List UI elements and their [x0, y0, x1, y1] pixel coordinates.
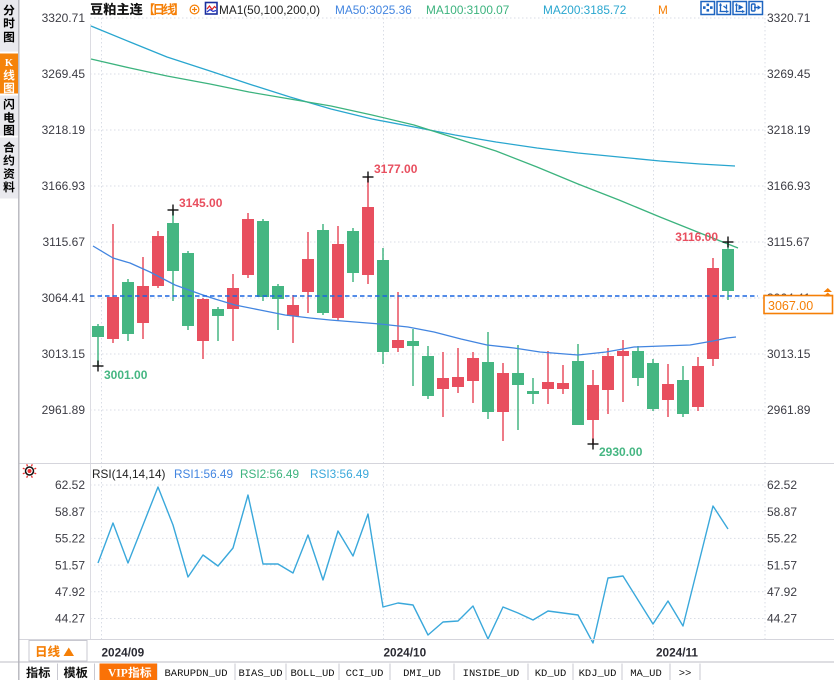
svg-text:MA50:3025.36: MA50:3025.36: [335, 3, 412, 17]
svg-text:51.57: 51.57: [767, 558, 797, 572]
svg-text:2024/11: 2024/11: [656, 646, 698, 660]
svg-text:3064.41: 3064.41: [42, 291, 86, 305]
svg-text:RSI(14,14,14): RSI(14,14,14): [92, 467, 166, 481]
svg-text:58.87: 58.87: [55, 505, 85, 519]
svg-text:3218.19: 3218.19: [42, 123, 86, 137]
svg-text:3116.00: 3116.00: [675, 230, 718, 244]
svg-text:MA1(50,100,200,0): MA1(50,100,200,0): [219, 3, 320, 17]
svg-text:2961.89: 2961.89: [767, 403, 811, 417]
svg-text:3013.15: 3013.15: [42, 347, 86, 361]
svg-text:3269.45: 3269.45: [42, 67, 86, 81]
svg-text:VIP: VIP: [108, 668, 128, 680]
svg-text:55.22: 55.22: [767, 532, 797, 546]
svg-text:55.22: 55.22: [55, 532, 85, 546]
svg-text:3115.67: 3115.67: [43, 235, 86, 249]
svg-text:>>: >>: [679, 668, 692, 680]
svg-text:MA200:3185.72: MA200:3185.72: [543, 3, 626, 17]
svg-text:M: M: [658, 3, 668, 17]
svg-text:62.52: 62.52: [55, 478, 85, 492]
svg-text:51.57: 51.57: [55, 558, 85, 572]
svg-text:INSIDE_UD: INSIDE_UD: [463, 668, 520, 680]
svg-text:3166.93: 3166.93: [767, 179, 811, 193]
svg-text:MA100:3100.07: MA100:3100.07: [426, 3, 509, 17]
svg-text:58.87: 58.87: [767, 505, 797, 519]
svg-text:2930.00: 2930.00: [599, 445, 643, 459]
svg-text:3166.93: 3166.93: [42, 179, 86, 193]
svg-text:KD_UD: KD_UD: [535, 668, 567, 680]
svg-text:62.52: 62.52: [767, 478, 797, 492]
svg-text:CCI_UD: CCI_UD: [346, 668, 384, 680]
svg-text:3013.15: 3013.15: [767, 347, 811, 361]
svg-text:DMI_UD: DMI_UD: [403, 668, 441, 680]
svg-text:BARUPDN_UD: BARUPDN_UD: [164, 668, 227, 680]
svg-text:RSI3:56.49: RSI3:56.49: [310, 467, 369, 481]
svg-text:3218.19: 3218.19: [767, 123, 811, 137]
svg-text:KDJ_UD: KDJ_UD: [579, 668, 617, 680]
svg-text:3115.67: 3115.67: [767, 235, 810, 249]
svg-text:K: K: [5, 58, 14, 69]
svg-text:3145.00: 3145.00: [179, 196, 223, 210]
svg-text:47.92: 47.92: [767, 585, 797, 599]
svg-text:3001.00: 3001.00: [104, 368, 148, 382]
svg-text:3269.45: 3269.45: [767, 67, 811, 81]
svg-text:44.27: 44.27: [767, 612, 797, 626]
svg-text:BIAS_UD: BIAS_UD: [238, 668, 282, 680]
svg-text:47.92: 47.92: [55, 585, 85, 599]
svg-text:2024/09: 2024/09: [102, 646, 145, 660]
svg-text:3067.00: 3067.00: [768, 299, 813, 313]
svg-text:3177.00: 3177.00: [374, 162, 418, 176]
svg-text:2024/10: 2024/10: [384, 646, 427, 660]
svg-text:44.27: 44.27: [55, 612, 85, 626]
svg-text:3320.71: 3320.71: [42, 11, 86, 25]
svg-text:RSI1:56.49: RSI1:56.49: [174, 467, 233, 481]
svg-text:2961.89: 2961.89: [42, 403, 86, 417]
svg-text:MA_UD: MA_UD: [630, 668, 662, 680]
svg-text:BOLL_UD: BOLL_UD: [290, 668, 334, 680]
svg-text:RSI2:56.49: RSI2:56.49: [240, 467, 299, 481]
svg-text:3320.71: 3320.71: [767, 11, 811, 25]
